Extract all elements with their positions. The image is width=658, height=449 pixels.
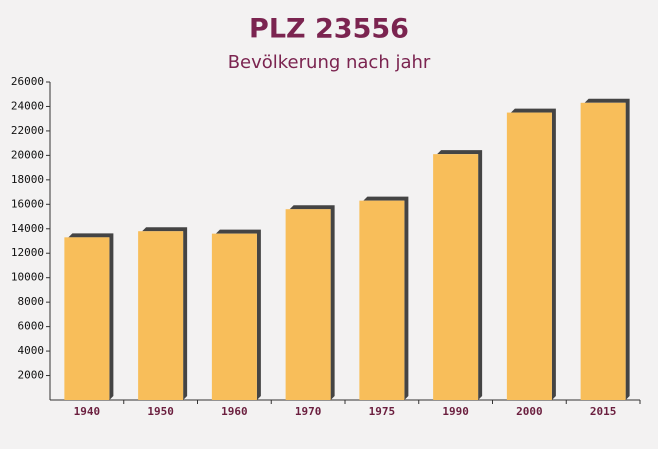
- x-tick-label: 1960: [221, 405, 248, 418]
- y-tick-label: 4000: [18, 344, 45, 357]
- bar: [211, 233, 257, 400]
- y-tick-label: 6000: [18, 320, 45, 333]
- x-tick-label: 1990: [442, 405, 469, 418]
- x-tick-label: 1950: [147, 405, 174, 418]
- x-tick-label: 1970: [295, 405, 322, 418]
- bar: [433, 154, 479, 400]
- x-tick-label: 1940: [74, 405, 101, 418]
- x-tick-label: 2000: [516, 405, 543, 418]
- y-tick-label: 18000: [11, 173, 44, 186]
- y-tick-label: 16000: [11, 197, 44, 210]
- y-tick-label: 14000: [11, 222, 44, 235]
- bar: [580, 102, 626, 401]
- bar: [138, 231, 184, 400]
- chart-subtitle: Bevölkerung nach jahr: [228, 52, 431, 73]
- y-tick-label: 2000: [18, 369, 45, 382]
- bar: [359, 200, 405, 400]
- bar: [506, 112, 552, 401]
- y-tick-label: 22000: [11, 124, 44, 137]
- y-tick-label: 10000: [11, 271, 44, 284]
- chart-title: PLZ 23556: [249, 14, 409, 45]
- x-tick-label: 1975: [369, 405, 396, 418]
- y-tick-label: 26000: [11, 75, 44, 88]
- y-tick-label: 12000: [11, 246, 44, 259]
- y-tick-label: 20000: [11, 148, 44, 161]
- bar: [285, 209, 331, 400]
- x-tick-label: 2015: [590, 405, 617, 418]
- y-tick-label: 8000: [18, 295, 45, 308]
- y-tick-label: 24000: [11, 99, 44, 112]
- bar: [64, 237, 110, 400]
